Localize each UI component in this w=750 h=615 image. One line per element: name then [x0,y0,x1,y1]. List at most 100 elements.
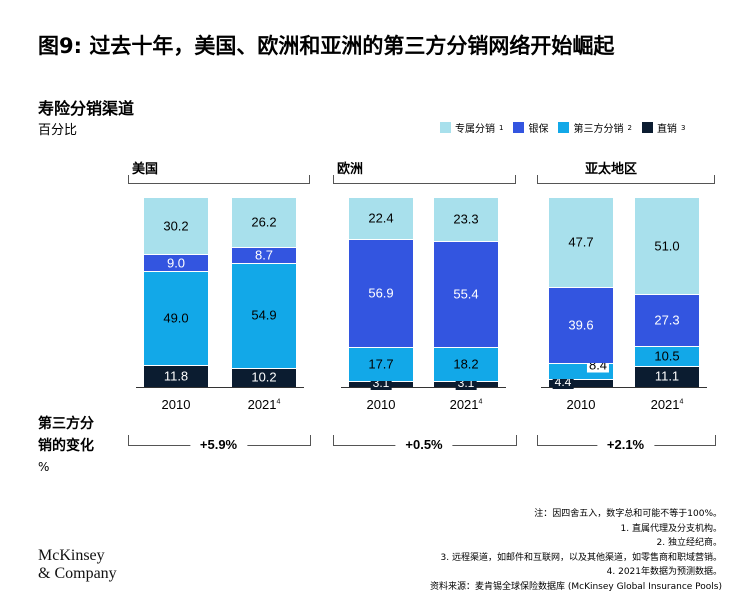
region-divider-tick [515,175,516,184]
legend-swatch-direct [641,122,653,133]
x-axis-line [136,387,304,388]
change-value: +0.5% [395,437,453,452]
data-label: 10.5 [654,348,680,364]
unit-label: 百分比 [38,123,78,138]
logo-line2: & Company [38,565,117,582]
x-axis-line [341,387,506,388]
bar-segment-banca [144,255,208,272]
bar-segment-agent [144,198,208,255]
footnote: 2. 独立经纪商。 [656,538,722,548]
data-label: 39.6 [568,317,594,333]
data-label: 56.9 [368,285,394,301]
data-label: 30.2 [163,218,189,234]
legend-item-banca: 银保 [513,120,548,135]
year-label: 2010 [162,397,191,412]
bar-segment-banca [232,247,296,264]
bar-segment-direct [232,368,296,387]
bar-segment-banca [549,288,613,363]
change-row-title: 第三方分 销的变化 [38,413,94,457]
data-label: 9.0 [166,255,186,271]
data-label: 11.8 [163,368,189,384]
year-label-text: 2021 [247,397,277,412]
year-label-sup: 4 [679,398,684,406]
data-label: 17.7 [368,356,394,372]
region-divider-tick [333,175,334,184]
mckinsey-logo: McKinsey & Company [38,547,117,583]
year-label-sup: 4 [276,398,281,406]
legend-swatch-banca [513,122,525,133]
region-label: 美国 [132,162,159,177]
region-divider [537,183,714,184]
chart-subtitle: 寿险分销渠道 [38,99,135,118]
legend-label-banca: 银保 [528,124,549,135]
data-label: 22.4 [368,210,394,226]
bar-segment-agent [635,198,699,295]
data-label: 18.2 [453,356,479,372]
region-divider [128,183,309,184]
change-value: +5.9% [189,437,248,452]
change-unit: % [38,460,50,474]
year-label-text: 2010 [366,397,396,412]
bar-segment-agent [434,198,498,242]
year-label: 2010 [367,397,396,412]
footnote: 注：因四舍五入，数字总和可能不等于100%。 [534,509,722,519]
legend-item-third: 第三方分销 2 [558,120,632,135]
change-row-title-line1: 第三方分 [38,416,94,432]
data-label: 10.2 [251,369,277,385]
year-label: 2010 [567,397,596,412]
bar-segment-banca [635,295,699,346]
year-label-text: 2010 [161,397,191,412]
legend-swatch-agent [440,122,451,133]
legend-label-third: 第三方分销 [573,124,624,135]
year-label-text: 2010 [566,397,596,412]
footnotes: 注：因四舍五入，数字总和可能不等于100%。 1. 直属代理及分支机构。 2. … [430,507,722,594]
change-row-title-line2: 销的变化 [38,438,94,454]
region-divider-tick [128,175,129,184]
year-label: 20214 [450,397,483,412]
year-label-text: 2021 [650,397,680,412]
data-label: 8.7 [254,247,274,263]
bar-segment-banca [349,240,413,348]
legend-swatch-third [558,122,570,133]
bar-segment-agent [349,197,413,240]
data-label: 11.1 [654,368,680,384]
footnote: 4. 2021年数据为预测数据。 [606,567,722,577]
data-label: 23.3 [453,211,479,227]
footnote: 1. 直属代理及分支机构。 [620,523,722,534]
data-label: 54.9 [251,307,277,323]
figure-title: 图9: 过去十年，美国、欧洲和亚洲的第三方分销网络开始崛起 [38,34,615,58]
data-label: 26.2 [251,214,277,230]
legend-label-agent: 专属分销 [455,124,495,135]
logo-line1: McKinsey [38,547,105,564]
data-label: 49.0 [163,310,189,326]
year-label-text: 2021 [449,397,479,412]
data-label: 47.7 [568,234,594,250]
bar-segment-agent [549,197,613,288]
year-label-sup: 4 [478,398,483,406]
region-divider-tick [309,175,310,184]
region-divider-tick [537,175,538,184]
legend-item-agent: 专属分销 1 [440,120,503,135]
legend-sup-third: 2 [627,123,632,132]
bar-segment-direct [144,365,208,387]
footnote: 3. 远程渠道，如邮件和互联网，以及其他渠道，如零售商和职域营销。 [440,552,722,563]
bar-segment-third [635,346,699,366]
data-label: 51.0 [654,238,680,254]
legend-label-direct: 直销 [656,124,677,135]
year-label: 20214 [248,397,281,412]
bar-segment-direct [549,379,613,387]
region-divider [333,183,515,184]
change-value: +2.1% [596,437,655,452]
data-label: 55.4 [453,286,479,302]
bar-segment-third [349,348,413,382]
bar-segment-banca [434,242,498,347]
bar-segment-third [434,347,498,382]
year-label: 20214 [651,397,684,412]
legend-sup-agent: 1 [499,123,504,132]
legend: 专属分销 1 银保 第三方分销 2 直销 3 [440,120,685,135]
legend-item-direct: 直销 3 [641,120,685,135]
source-note: 资料来源：麦肯锡全球保险数据库 (McKinsey Global Insuran… [429,581,722,592]
bar-segment-direct [635,366,699,387]
region-divider-tick [714,175,715,184]
region-label: 欧洲 [337,162,364,177]
